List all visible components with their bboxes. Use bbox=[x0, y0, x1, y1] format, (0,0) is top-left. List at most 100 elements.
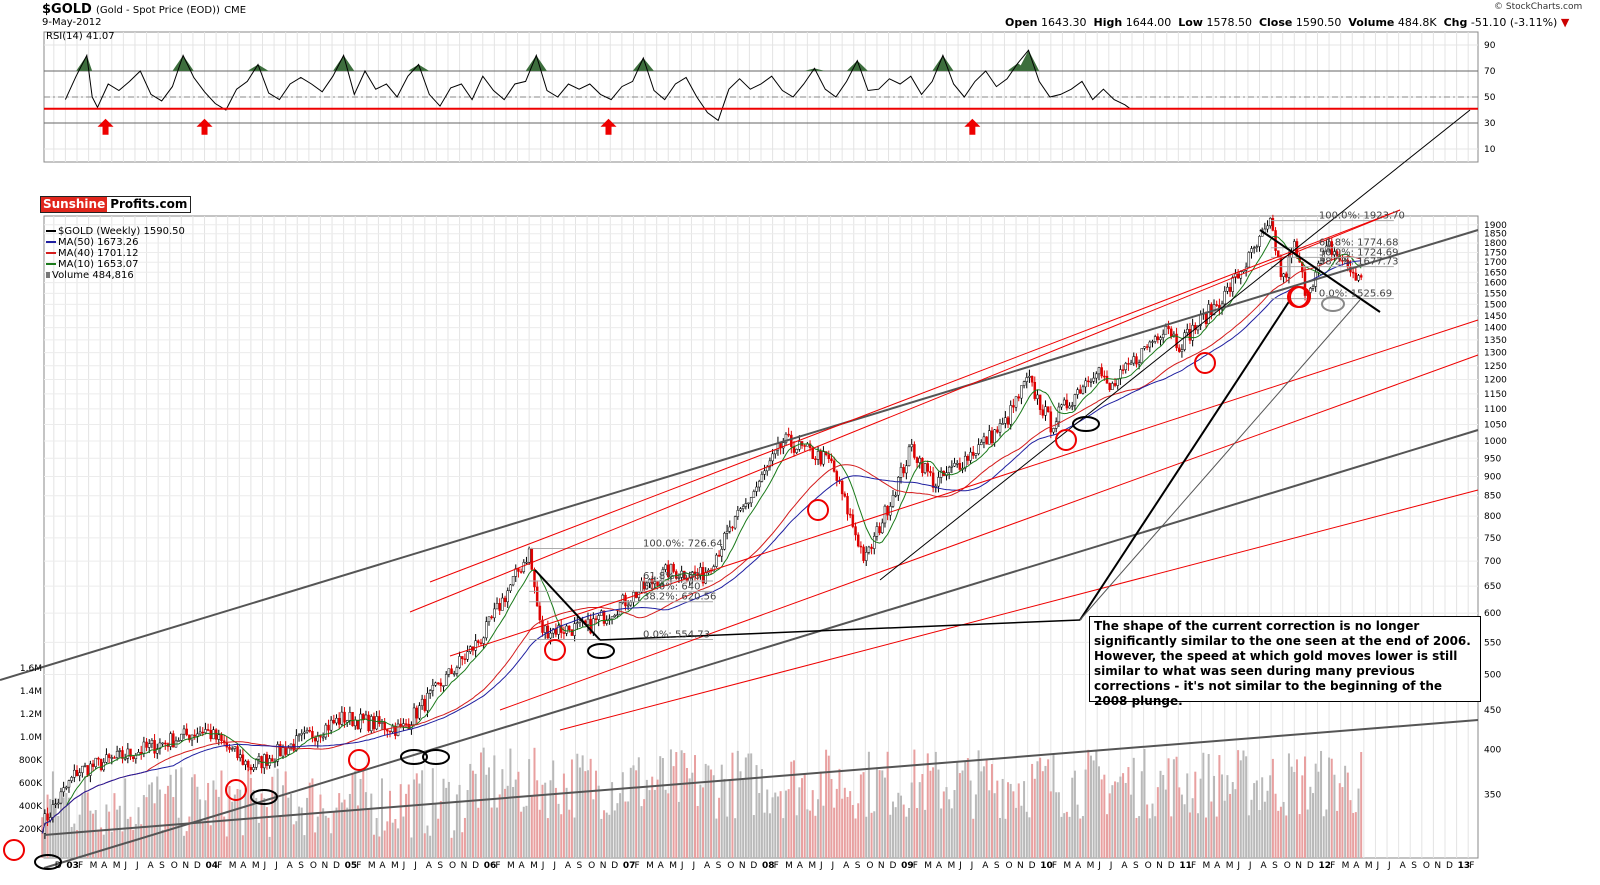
price-tick-label: 1450 bbox=[1484, 312, 1507, 322]
red-up-arrow-icon bbox=[600, 118, 617, 135]
volume-bar bbox=[70, 826, 73, 858]
volume-bar bbox=[849, 791, 852, 858]
x-tick-label: A bbox=[148, 861, 155, 871]
volume-bar bbox=[576, 753, 579, 858]
x-tick-label: N bbox=[321, 861, 328, 871]
x-tick-label: J bbox=[680, 861, 684, 871]
volume-bar bbox=[910, 782, 913, 858]
price-candle bbox=[479, 642, 483, 644]
volume-bar bbox=[851, 805, 854, 858]
x-tick-label: J bbox=[1387, 861, 1391, 871]
price-candle bbox=[739, 508, 742, 511]
volume-bar bbox=[415, 773, 418, 858]
black-circle-marker bbox=[1072, 416, 1100, 432]
volume-bar bbox=[166, 785, 169, 858]
price-candle bbox=[233, 746, 237, 749]
price-tick-label: 850 bbox=[1484, 492, 1501, 502]
volume-bar bbox=[891, 801, 894, 858]
price-candle bbox=[980, 441, 983, 445]
volume-bar bbox=[1017, 783, 1020, 858]
volume-bar bbox=[881, 770, 884, 858]
price-candle bbox=[1046, 406, 1050, 413]
volume-bar bbox=[1172, 759, 1175, 858]
volume-bar bbox=[370, 793, 373, 858]
x-tick-label: S bbox=[159, 861, 165, 871]
volume-bar bbox=[1234, 789, 1237, 858]
volume-bar bbox=[1328, 757, 1331, 858]
volume-bar bbox=[1007, 782, 1010, 858]
price-candle bbox=[867, 546, 871, 553]
volume-bar bbox=[295, 821, 298, 858]
x-tick-label: J bbox=[123, 861, 127, 871]
price-candle bbox=[244, 760, 247, 765]
price-candle bbox=[297, 734, 301, 737]
volume-bar bbox=[894, 807, 897, 858]
x-tick-label: A bbox=[936, 861, 943, 871]
price-candle bbox=[1129, 362, 1133, 365]
volume-bar bbox=[1242, 750, 1245, 858]
price-candle bbox=[1062, 399, 1066, 406]
volume-bar bbox=[958, 773, 961, 858]
price-candle bbox=[1161, 333, 1165, 338]
volume-tick-label: 400K bbox=[19, 802, 43, 812]
volume-bar bbox=[857, 803, 860, 858]
trend-line bbox=[534, 569, 601, 641]
x-tick-label: M bbox=[113, 861, 121, 871]
price-candle bbox=[287, 747, 290, 755]
price-candle bbox=[59, 791, 63, 804]
price-candle bbox=[70, 777, 73, 781]
volume-bar bbox=[902, 804, 905, 858]
chart-header-symbol: $GOLD (Gold - Spot Price (EOD)) CME bbox=[42, 2, 246, 17]
volume-bar bbox=[758, 793, 761, 858]
x-tick-label: S bbox=[577, 861, 583, 871]
volume-bar bbox=[688, 778, 691, 858]
price-candle bbox=[254, 758, 258, 768]
volume-bar bbox=[1295, 759, 1298, 858]
price-candle bbox=[455, 667, 459, 674]
price-candle bbox=[313, 737, 317, 742]
price-tick-label: 1550 bbox=[1484, 289, 1507, 299]
price-candle bbox=[881, 522, 884, 534]
volume-bar bbox=[290, 794, 293, 858]
price-candle bbox=[1215, 304, 1218, 306]
price-candle bbox=[81, 765, 84, 773]
volume-bar bbox=[1330, 758, 1333, 858]
price-candle bbox=[319, 735, 322, 738]
price-candle bbox=[48, 817, 52, 821]
price-candle bbox=[1335, 251, 1339, 257]
price-candle bbox=[1020, 385, 1023, 399]
volume-bar bbox=[260, 793, 263, 858]
price-candle bbox=[378, 716, 381, 724]
volume-bar bbox=[1020, 805, 1023, 858]
volume-bar bbox=[1344, 765, 1347, 858]
volume-bar bbox=[463, 817, 466, 858]
price-candle bbox=[1151, 341, 1154, 343]
volume-bar bbox=[1341, 787, 1344, 858]
price-candle bbox=[929, 471, 932, 474]
price-candle bbox=[337, 717, 341, 725]
price-candle bbox=[1210, 304, 1213, 316]
x-tick-label: S bbox=[437, 861, 443, 871]
price-candle bbox=[57, 802, 60, 805]
price-candle bbox=[1285, 273, 1288, 278]
price-candle bbox=[370, 716, 373, 732]
x-tick-label: 06 bbox=[484, 861, 497, 871]
volume-bar bbox=[691, 772, 694, 858]
price-candle bbox=[474, 640, 477, 651]
volume-bar bbox=[685, 767, 688, 858]
volume-bar bbox=[734, 818, 737, 858]
price-candle bbox=[926, 463, 930, 472]
price-candle bbox=[819, 450, 822, 465]
volume-bar bbox=[1135, 817, 1138, 858]
price-candle bbox=[517, 568, 520, 572]
price-candle bbox=[1228, 286, 1232, 292]
analysis-note: The shape of the current correction is n… bbox=[1089, 616, 1481, 708]
price-candle bbox=[1036, 394, 1039, 399]
volume-bar bbox=[1111, 785, 1114, 858]
volume-bar bbox=[137, 807, 140, 858]
black-circle-marker bbox=[34, 854, 62, 870]
price-candle bbox=[121, 750, 124, 759]
price-candle bbox=[236, 746, 239, 759]
price-candle bbox=[963, 455, 967, 469]
sunshine-profits-logo[interactable]: Sunshine Profits.com bbox=[40, 196, 192, 213]
